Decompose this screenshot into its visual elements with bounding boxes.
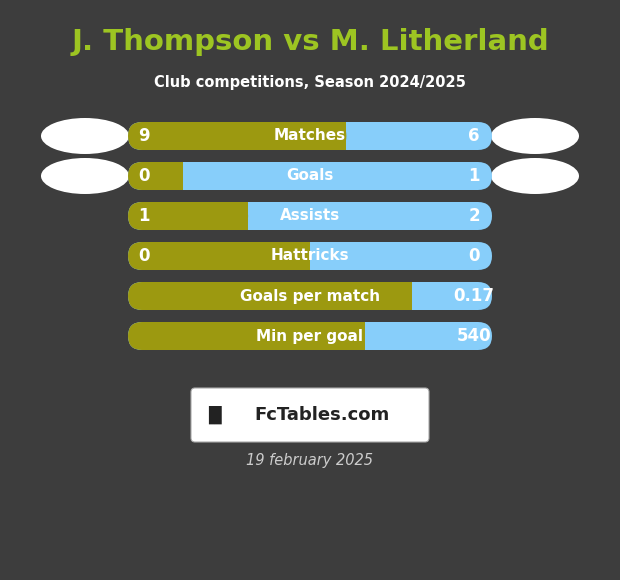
Text: 0: 0 (138, 167, 150, 185)
Bar (164, 162, 183, 190)
Text: 0: 0 (468, 247, 480, 265)
Text: Goals per match: Goals per match (240, 288, 380, 303)
FancyBboxPatch shape (128, 282, 412, 310)
FancyBboxPatch shape (128, 322, 492, 350)
Text: Assists: Assists (280, 208, 340, 223)
Bar (329, 122, 347, 150)
Text: 0: 0 (138, 247, 150, 265)
Text: Hattricks: Hattricks (271, 248, 349, 263)
FancyBboxPatch shape (128, 202, 248, 230)
FancyBboxPatch shape (128, 162, 492, 190)
Bar (292, 242, 310, 270)
FancyBboxPatch shape (128, 322, 365, 350)
FancyBboxPatch shape (128, 242, 492, 270)
FancyBboxPatch shape (191, 388, 429, 442)
Ellipse shape (41, 118, 129, 154)
Text: 540: 540 (457, 327, 491, 345)
Bar (230, 202, 248, 230)
Text: J. Thompson vs M. Litherland: J. Thompson vs M. Litherland (71, 28, 549, 56)
Text: Min per goal: Min per goal (257, 328, 363, 343)
FancyBboxPatch shape (128, 122, 492, 150)
Text: 19 february 2025: 19 february 2025 (247, 452, 373, 467)
Text: 1: 1 (138, 207, 150, 225)
FancyBboxPatch shape (128, 282, 492, 310)
Text: Goals: Goals (286, 169, 334, 183)
Bar (347, 322, 365, 350)
Text: ▐▌: ▐▌ (201, 406, 229, 424)
Text: Club competitions, Season 2024/2025: Club competitions, Season 2024/2025 (154, 74, 466, 89)
Text: 0.17: 0.17 (453, 287, 495, 305)
Text: 1: 1 (468, 167, 480, 185)
Text: 6: 6 (468, 127, 480, 145)
FancyBboxPatch shape (128, 242, 310, 270)
Bar (394, 282, 412, 310)
Text: Matches: Matches (274, 129, 346, 143)
Text: 9: 9 (138, 127, 150, 145)
FancyBboxPatch shape (128, 122, 347, 150)
Ellipse shape (491, 118, 579, 154)
Ellipse shape (491, 158, 579, 194)
Text: FcTables.com: FcTables.com (254, 406, 389, 424)
FancyBboxPatch shape (128, 202, 492, 230)
Text: 2: 2 (468, 207, 480, 225)
FancyBboxPatch shape (128, 162, 183, 190)
Ellipse shape (41, 158, 129, 194)
